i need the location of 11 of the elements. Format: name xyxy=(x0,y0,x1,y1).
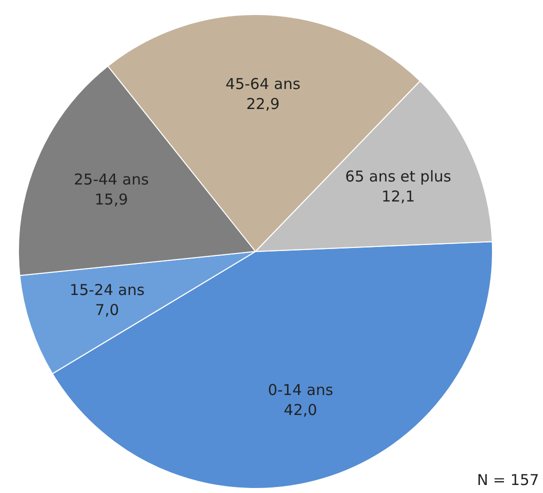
data-label: 42,0 xyxy=(284,401,318,420)
slice-label: 45-64 ans xyxy=(226,75,301,94)
slice-label: 65 ans et plus xyxy=(345,167,452,186)
text: N = 157 xyxy=(477,471,539,489)
slice-label: 25-44 ans xyxy=(74,170,149,189)
data-label: 7,0 xyxy=(95,300,120,319)
data-label: 12,1 xyxy=(381,187,415,206)
slice-label: 15-24 ans xyxy=(70,280,145,299)
data-label: 22,9 xyxy=(246,95,280,114)
slice-label: 0-14 ans xyxy=(268,381,334,400)
data-label: 15,9 xyxy=(94,190,128,209)
